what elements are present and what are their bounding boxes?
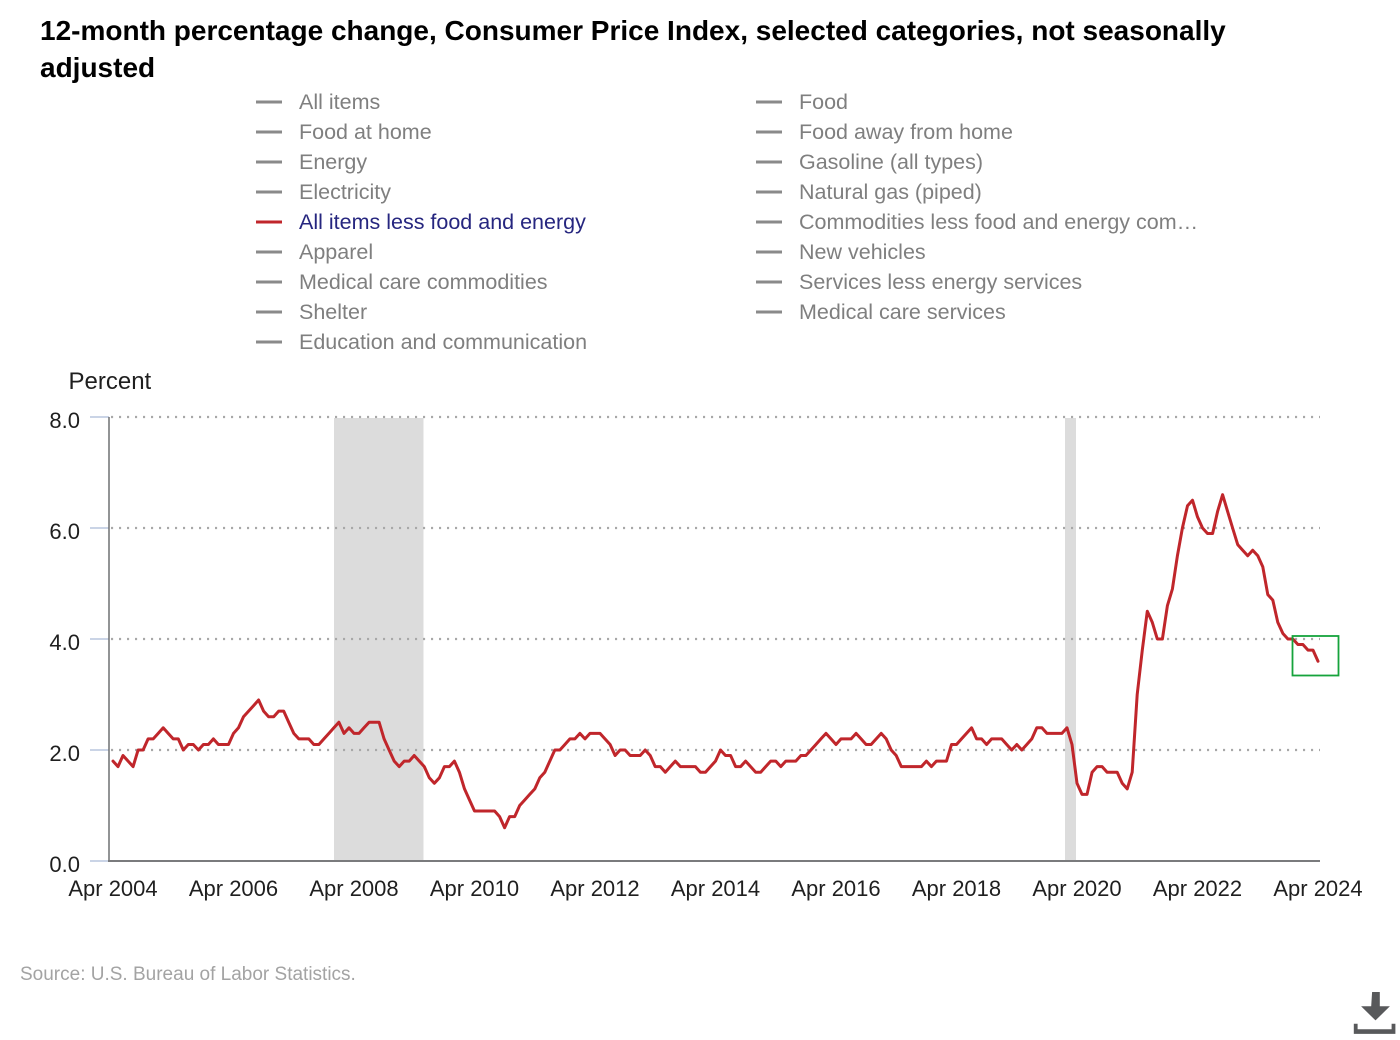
svg-text:Medical care commodities: Medical care commodities: [299, 270, 548, 294]
svg-text:2.0: 2.0: [49, 741, 80, 766]
svg-text:Apr 2010: Apr 2010: [430, 876, 519, 901]
svg-text:Gasoline (all types): Gasoline (all types): [799, 150, 983, 174]
svg-text:All items less food and energy: All items less food and energy: [299, 210, 586, 234]
svg-text:Food away from home: Food away from home: [799, 120, 1013, 144]
svg-text:Services less energy services: Services less energy services: [799, 270, 1082, 294]
svg-text:Electricity: Electricity: [299, 180, 391, 204]
svg-text:0.0: 0.0: [49, 852, 80, 877]
svg-text:Apparel: Apparel: [299, 240, 373, 264]
svg-text:4.0: 4.0: [49, 630, 80, 655]
svg-text:Shelter: Shelter: [299, 300, 367, 324]
svg-text:6.0: 6.0: [49, 519, 80, 544]
svg-text:Apr 2004: Apr 2004: [68, 876, 157, 901]
svg-text:Source: U.S. Bureau of Labor S: Source: U.S. Bureau of Labor Statistics.: [20, 964, 356, 985]
svg-text:Apr 2016: Apr 2016: [791, 876, 880, 901]
svg-text:Natural gas (piped): Natural gas (piped): [799, 180, 982, 204]
svg-text:Education and communication: Education and communication: [299, 330, 587, 354]
svg-text:Food: Food: [799, 90, 848, 114]
svg-text:Percent: Percent: [69, 368, 152, 395]
svg-text:Commodities less food and ener: Commodities less food and energy com…: [799, 210, 1198, 234]
svg-text:Medical care services: Medical care services: [799, 300, 1006, 324]
svg-text:Apr 2022: Apr 2022: [1153, 876, 1242, 901]
svg-text:Food at home: Food at home: [299, 120, 432, 144]
svg-text:Apr 2008: Apr 2008: [309, 876, 398, 901]
svg-text:All items: All items: [299, 90, 380, 114]
svg-text:Apr 2018: Apr 2018: [912, 876, 1001, 901]
svg-text:Apr 2014: Apr 2014: [671, 876, 760, 901]
svg-text:8.0: 8.0: [49, 408, 80, 433]
svg-text:Apr 2012: Apr 2012: [550, 876, 639, 901]
svg-text:Apr 2020: Apr 2020: [1032, 876, 1121, 901]
svg-text:Apr 2006: Apr 2006: [189, 876, 278, 901]
svg-text:New vehicles: New vehicles: [799, 240, 926, 264]
svg-text:Apr 2024: Apr 2024: [1273, 876, 1362, 901]
svg-text:Energy: Energy: [299, 150, 367, 174]
